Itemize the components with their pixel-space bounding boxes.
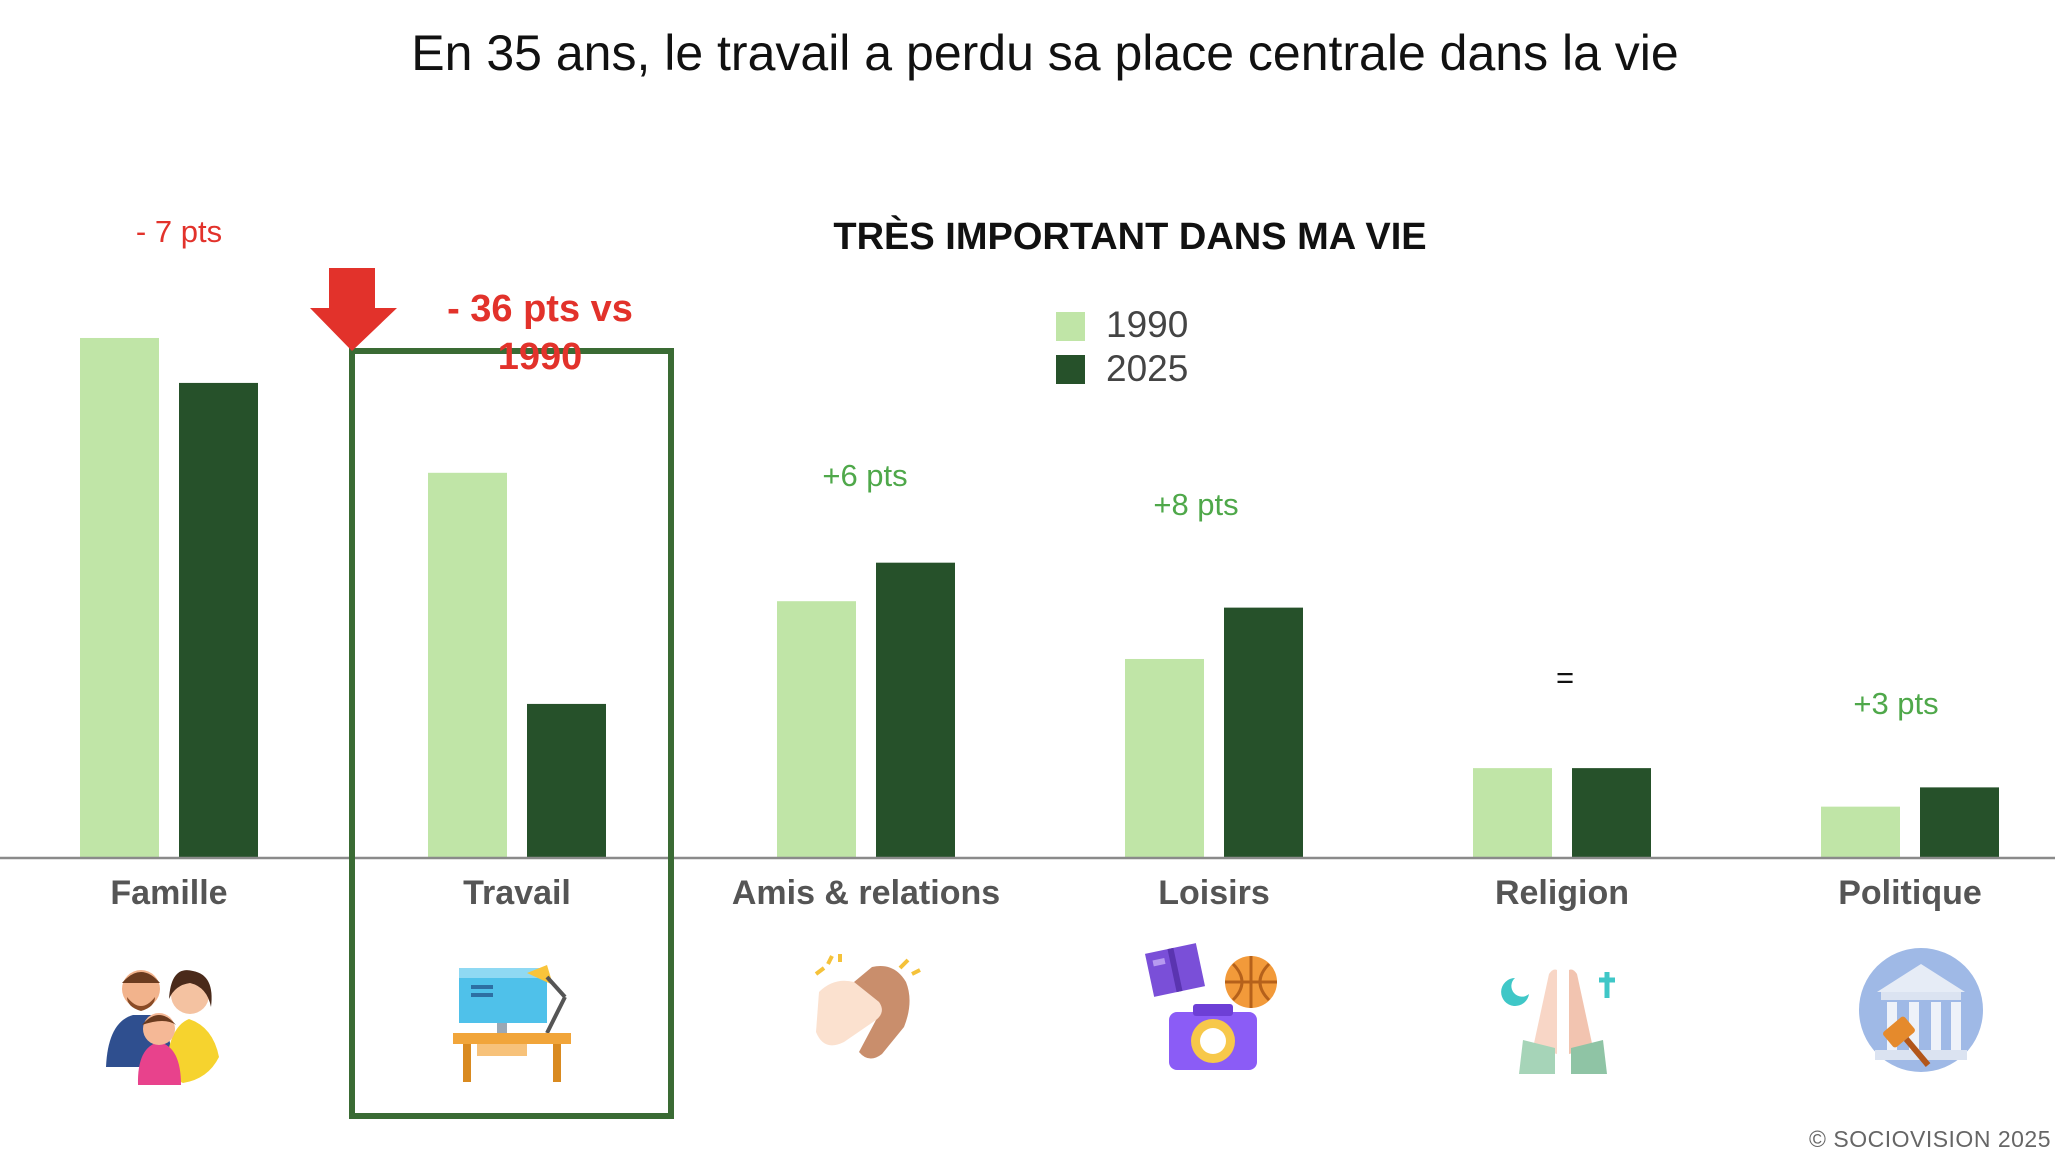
delta-travail: - 36 pts vs 1990 xyxy=(447,288,633,378)
family-icon xyxy=(106,970,220,1085)
bar-famille-2025 xyxy=(179,382,258,858)
delta-politique: +3 pts xyxy=(1853,686,1939,721)
bar-loisirs-2025 xyxy=(1224,607,1303,858)
bar-travail-2025 xyxy=(527,703,606,858)
delta-famille: - 7 pts xyxy=(135,214,223,249)
praying-hands-icon xyxy=(1501,969,1615,1074)
bar-amis-1990 xyxy=(777,601,856,858)
bar-politique-1990 xyxy=(1821,806,1900,858)
copyright-footer: © SOCIOVISION 2025 xyxy=(1809,1126,2051,1152)
bar-religion-2025 xyxy=(1572,768,1651,858)
slide-title: En 35 ans, le travail a perdu sa place c… xyxy=(411,25,1679,81)
category-label-famille: Famille xyxy=(110,874,228,912)
category-label-loisirs: Loisirs xyxy=(1158,874,1270,912)
leisure-icon xyxy=(1144,943,1277,1070)
category-label-travail: Travail xyxy=(463,874,571,912)
delta-religion: = xyxy=(1555,660,1575,695)
bar-amis-2025 xyxy=(876,562,955,858)
bar-politique-2025 xyxy=(1920,787,1999,858)
bar-travail-1990 xyxy=(428,472,507,858)
bars-group xyxy=(80,337,1999,859)
handshake-icon xyxy=(814,954,921,1059)
legend-swatch-2025 xyxy=(1056,355,1085,384)
legend-label-2025: 2025 xyxy=(1106,348,1189,389)
legend-swatch-1990 xyxy=(1056,312,1085,341)
category-label-politique: Politique xyxy=(1838,874,1982,912)
bar-religion-1990 xyxy=(1473,768,1552,858)
bar-famille-1990 xyxy=(80,337,159,859)
chart-title: TRÈS IMPORTANT DANS MA VIE xyxy=(833,216,1427,258)
bar-loisirs-1990 xyxy=(1125,658,1204,858)
category-label-religion: Religion xyxy=(1494,874,1630,912)
delta-loisirs: +8 pts xyxy=(1153,487,1239,522)
down-arrow-icon xyxy=(310,268,397,351)
legend-label-1990: 1990 xyxy=(1106,304,1189,345)
delta-amis: +6 pts xyxy=(822,458,908,493)
courthouse-icon xyxy=(1859,948,1983,1072)
desk-icon xyxy=(453,965,571,1082)
travail-highlight-box xyxy=(349,348,674,1119)
category-label-amis: Amis & relations xyxy=(731,874,1001,912)
